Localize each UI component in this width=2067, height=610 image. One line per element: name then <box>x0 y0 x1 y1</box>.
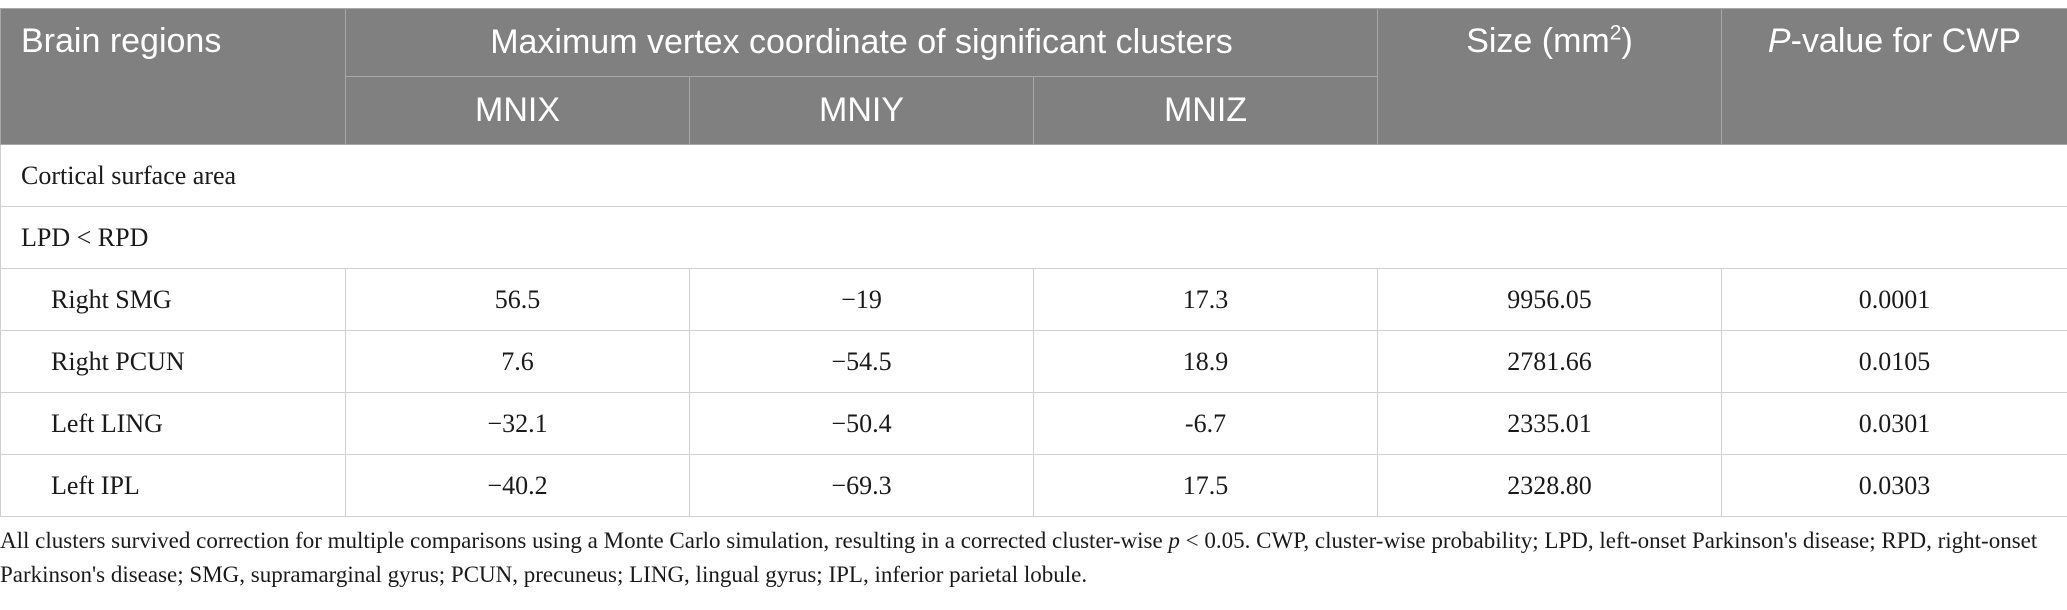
footnote-part-2: < 0.05. CWP, cluster-wise probability; L… <box>0 528 2038 587</box>
cell-region: Left IPL <box>0 454 346 517</box>
cell-mnix: 7.6 <box>345 330 690 393</box>
header-pvalue: P-value for CWP <box>1721 8 2067 145</box>
table-row: Right PCUN 7.6 −54.5 18.9 2781.66 0.0105 <box>0 330 2067 393</box>
cell-size: 2335.01 <box>1377 392 1722 455</box>
cell-pvalue: 0.0303 <box>1721 454 2067 517</box>
header-brain-regions: Brain regions <box>0 8 346 145</box>
cell-mnix: 56.5 <box>345 268 690 331</box>
table-footnote: All clusters survived correction for mul… <box>0 524 2040 592</box>
cell-pvalue: 0.0001 <box>1721 268 2067 331</box>
cell-size: 9956.05 <box>1377 268 1722 331</box>
cell-pvalue: 0.0301 <box>1721 392 2067 455</box>
cell-mniz: 17.5 <box>1033 454 1378 517</box>
results-table-container: Brain regions Maximum vertex coordinate … <box>0 8 2067 517</box>
section-label-comparison: LPD < RPD <box>0 206 2067 269</box>
table-header: Brain regions Maximum vertex coordinate … <box>0 8 2067 145</box>
header-row-2: MNIX MNIY MNIZ <box>1 76 2067 145</box>
header-row-1: Brain regions Maximum vertex coordinate … <box>0 8 2067 145</box>
header-mniz: MNIZ <box>1033 76 1378 145</box>
cell-region: Right SMG <box>0 268 346 331</box>
header-size-sup: 2 <box>1609 21 1622 45</box>
cell-mniy: −50.4 <box>689 392 1034 455</box>
header-pvalue-italic: P <box>1767 22 1791 60</box>
table-row: Left LING −32.1 −50.4 -6.7 2335.01 0.030… <box>0 392 2067 455</box>
header-size: Size (mm2) <box>1377 8 1722 145</box>
cell-size: 2781.66 <box>1377 330 1722 393</box>
cell-mniz: -6.7 <box>1033 392 1378 455</box>
table-row: Left IPL −40.2 −69.3 17.5 2328.80 0.0303 <box>0 454 2067 517</box>
header-pvalue-rest: -value for CWP <box>1790 22 2022 60</box>
footnote-p-italic: p <box>1168 528 1180 553</box>
table-row: Right SMG 56.5 −19 17.3 9956.05 0.0001 <box>0 268 2067 331</box>
cell-region: Right PCUN <box>0 330 346 393</box>
cell-size: 2328.80 <box>1377 454 1722 517</box>
cell-pvalue: 0.0105 <box>1721 330 2067 393</box>
cell-region: Left LING <box>0 392 346 455</box>
cell-mniz: 17.3 <box>1033 268 1378 331</box>
header-size-prefix: Size (mm <box>1466 22 1610 60</box>
header-mnix: MNIX <box>345 76 690 145</box>
header-mniy: MNIY <box>689 76 1034 145</box>
section-label-cortical: Cortical surface area <box>0 144 2067 207</box>
cell-mniz: 18.9 <box>1033 330 1378 393</box>
header-max-vertex: Maximum vertex coordinate of significant… <box>345 8 1378 77</box>
section-row-comparison: LPD < RPD <box>0 206 2067 269</box>
cell-mniy: −69.3 <box>689 454 1034 517</box>
cell-mnix: −32.1 <box>345 392 690 455</box>
footnote-part-1: All clusters survived correction for mul… <box>0 528 1169 553</box>
section-row-cortical: Cortical surface area <box>0 144 2067 207</box>
header-size-suffix: ) <box>1621 22 1633 60</box>
cell-mniy: −19 <box>689 268 1034 331</box>
cell-mniy: −54.5 <box>689 330 1034 393</box>
table-body: Cortical surface area LPD < RPD Right SM… <box>0 144 2067 517</box>
results-table: Brain regions Maximum vertex coordinate … <box>0 8 2067 517</box>
cell-mnix: −40.2 <box>345 454 690 517</box>
